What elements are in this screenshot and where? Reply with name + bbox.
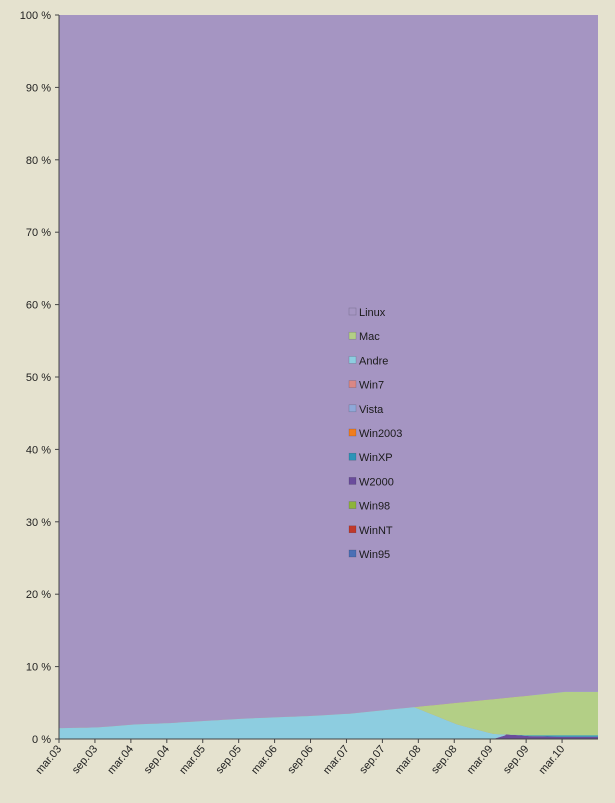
y-tick-label: 100 % — [20, 10, 51, 22]
y-tick-label: 20 % — [26, 589, 51, 601]
legend-swatch-mac — [348, 331, 357, 340]
legend-label-winxp: WinXP — [359, 452, 393, 464]
y-tick-label: 90 % — [26, 82, 51, 94]
legend-swatch-win95 — [348, 549, 357, 558]
y-axis-tick-labels: 0 % 10 % 20 % 30 % 40 % 50 % 60 % 70 % 80 % 90 % 1… — [20, 10, 51, 746]
legend-label-win7: Win7 — [359, 380, 384, 392]
series-area-linux — [59, 15, 598, 729]
legend-label-win95: Win95 — [359, 549, 390, 561]
legend-swatch-andre — [348, 356, 357, 364]
legend-label-mac: Mac — [359, 331, 380, 343]
y-tick-label: 50 % — [26, 372, 51, 384]
axes — [55, 14, 598, 743]
legend-label-vista: Vista — [359, 404, 384, 416]
legend-swatch-w2000 — [348, 477, 357, 485]
legend-label-winnt: WinNT — [359, 525, 393, 537]
series-areas — [59, 15, 598, 740]
legend-swatch-winxp — [348, 452, 357, 461]
y-tick-label: 60 % — [26, 300, 51, 312]
legend-swatch-win98 — [348, 501, 357, 509]
y-tick-label: 80 % — [26, 155, 51, 167]
y-tick-label: 0 % — [32, 734, 51, 746]
legend-swatch-winnt — [348, 525, 357, 534]
legend-label-linux: Linux — [359, 307, 386, 319]
legend-swatch-linux — [348, 307, 357, 316]
legend-label-andre: Andre — [359, 355, 388, 367]
legend-swatch-win2003 — [348, 428, 357, 437]
legend-swatch-win7 — [348, 380, 357, 388]
legend-label-w2000: W2000 — [359, 476, 394, 488]
y-tick-label: 10 % — [26, 662, 51, 674]
legend: Linux Mac Andre Win7 Vista Win2003 WinXP W2000 W… — [348, 307, 402, 561]
y-tick-label: 40 % — [26, 444, 51, 456]
legend-label-win2003: Win2003 — [359, 428, 402, 440]
legend-swatch-vista — [348, 404, 357, 413]
y-tick-label: 30 % — [26, 517, 51, 529]
legend-label-win98: Win98 — [359, 501, 390, 513]
y-tick-label: 70 % — [26, 227, 51, 239]
